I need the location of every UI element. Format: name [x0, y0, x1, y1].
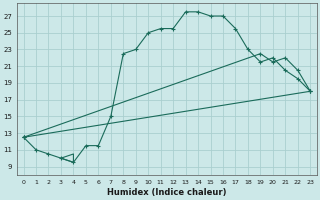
X-axis label: Humidex (Indice chaleur): Humidex (Indice chaleur)	[107, 188, 227, 197]
